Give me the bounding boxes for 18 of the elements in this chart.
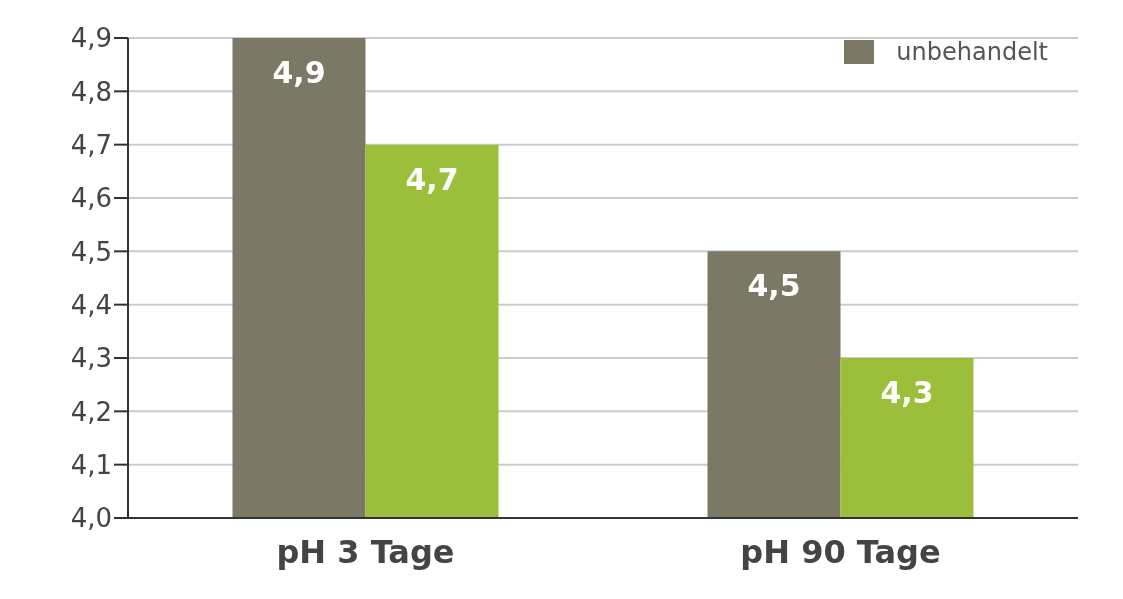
y-tick-label: 4,2 xyxy=(70,396,112,427)
y-tick-label: 4,8 xyxy=(70,76,112,107)
data-label: 4,7 xyxy=(405,161,459,197)
y-tick-label: 4,6 xyxy=(70,183,112,214)
y-tick-label: 4,9 xyxy=(70,23,112,54)
y-tick-label: 4,3 xyxy=(70,343,112,374)
y-tick-label: 4,5 xyxy=(70,236,112,267)
y-tick-label: 4,4 xyxy=(70,289,112,320)
data-label: 4,9 xyxy=(272,55,326,90)
y-tick-label: 4,0 xyxy=(70,503,112,534)
legend: unbehandelt xyxy=(844,38,1048,74)
x-tick-label: pH 90 Tage xyxy=(740,532,941,571)
y-tick-label: 4,1 xyxy=(70,449,112,480)
data-label: 4,3 xyxy=(880,375,934,410)
legend-label: unbehandelt xyxy=(896,38,1048,66)
data-label: 4,5 xyxy=(747,268,801,304)
x-tick-label: pH 3 Tage xyxy=(276,532,455,571)
y-tick-label: 4,7 xyxy=(70,129,112,160)
